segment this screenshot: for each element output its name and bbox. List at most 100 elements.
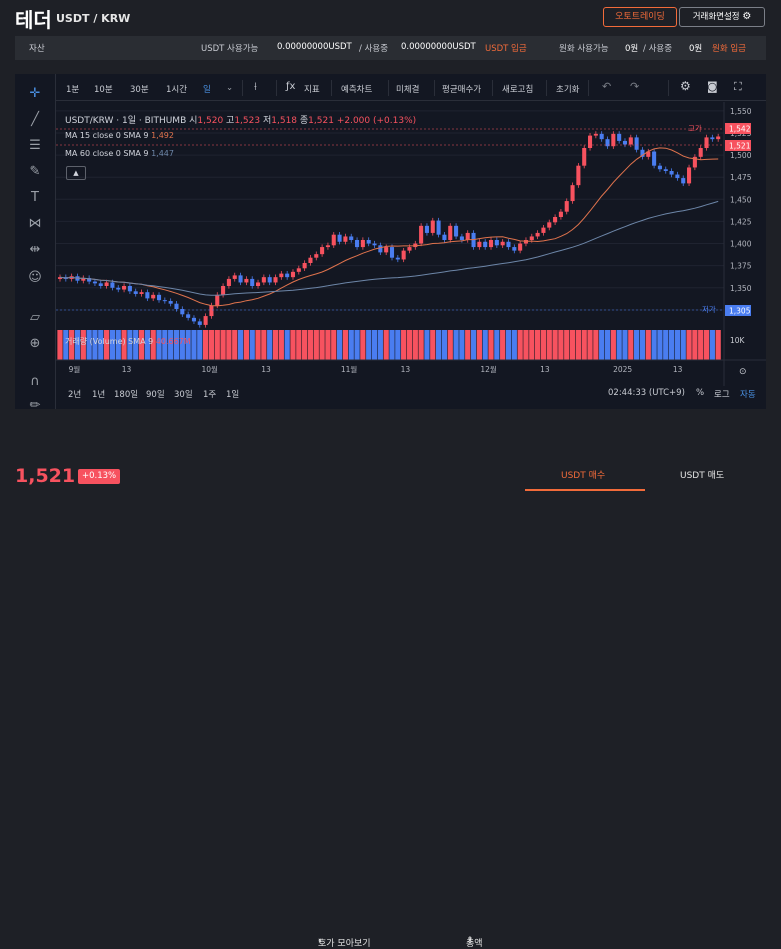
log-toggle[interactable]: 로그 bbox=[714, 390, 730, 400]
candle bbox=[81, 278, 86, 281]
drawing-toolbar: ✛ ╱ ☰ ✎ T ⋈ ⇹ ☺ ▱ ⊕ ∩ ✏ bbox=[15, 74, 56, 413]
volume-bar bbox=[639, 330, 646, 360]
volume-bar bbox=[354, 330, 360, 360]
avg-buy-price-button[interactable]: 평균매수가 bbox=[442, 85, 482, 95]
fib-lines-icon[interactable]: ☰ bbox=[29, 138, 41, 153]
lock-draw-icon[interactable]: ✏ bbox=[29, 398, 41, 413]
settings-label: 거래화면설정 bbox=[692, 12, 740, 22]
range-1w[interactable]: 1주 bbox=[203, 390, 217, 400]
candle bbox=[704, 137, 709, 148]
buy-tab-underline bbox=[525, 462, 645, 491]
brush-icon[interactable]: ✎ bbox=[29, 164, 41, 179]
high-legend-label: 고 bbox=[226, 116, 235, 126]
buy-tab-label[interactable]: USDT 매수 bbox=[561, 471, 606, 481]
candle bbox=[139, 292, 144, 294]
x-tick: 13 bbox=[122, 365, 132, 374]
percent-toggle[interactable]: % bbox=[696, 388, 705, 398]
range-30d[interactable]: 30일 bbox=[174, 390, 193, 400]
camera-icon[interactable]: ◙ bbox=[707, 80, 718, 93]
indicator-button[interactable]: 지표 bbox=[304, 85, 320, 95]
volume-bar bbox=[261, 330, 267, 360]
range-2y[interactable]: 2년 bbox=[68, 390, 82, 400]
open-label: 시 bbox=[189, 116, 198, 126]
interval-10m[interactable]: 10분 bbox=[94, 85, 113, 95]
volume-bar bbox=[523, 330, 529, 360]
candle bbox=[611, 133, 616, 147]
volume-bar bbox=[511, 330, 517, 360]
volume-bar bbox=[389, 330, 395, 360]
x-tick: 11월 bbox=[341, 364, 358, 374]
range-1y[interactable]: 1년 bbox=[92, 390, 106, 400]
interval-30m[interactable]: 30분 bbox=[130, 85, 149, 95]
range-90d[interactable]: 90일 bbox=[146, 390, 165, 400]
chart-settings-icon[interactable]: ⚙ bbox=[680, 79, 691, 93]
close-legend-label: 종 bbox=[299, 116, 309, 126]
volume-bar bbox=[645, 330, 651, 360]
collapse-legend-button[interactable]: ▲ bbox=[66, 166, 86, 180]
volume-bar bbox=[406, 330, 413, 360]
screen-settings-button[interactable]: 거래화면설정 ⚙ bbox=[679, 7, 765, 27]
krw-deposit-link[interactable]: 원화 입금 bbox=[712, 44, 746, 54]
refresh-button[interactable]: 새로고침 bbox=[502, 85, 534, 95]
volume-bar bbox=[604, 330, 611, 360]
volume-bar bbox=[599, 330, 605, 360]
candle bbox=[506, 241, 511, 248]
magnet-icon[interactable]: ∩ bbox=[30, 374, 40, 389]
ma15-value: 1,492 bbox=[151, 131, 174, 140]
candle bbox=[640, 149, 645, 157]
candle bbox=[122, 286, 127, 290]
volume-bar bbox=[569, 330, 576, 360]
interval-1m[interactable]: 1분 bbox=[66, 85, 80, 95]
candle bbox=[500, 241, 505, 246]
undo-icon[interactable]: ↶ bbox=[602, 80, 612, 93]
chevron-down-icon[interactable]: ⌄ bbox=[226, 83, 234, 93]
volume-bar bbox=[703, 330, 710, 360]
measure-lines-icon[interactable]: ⇹ bbox=[29, 242, 41, 257]
volume-bar bbox=[302, 330, 308, 360]
high-price-tag bbox=[725, 123, 751, 134]
candle bbox=[337, 234, 342, 242]
candle bbox=[232, 275, 237, 279]
auto-toggle[interactable]: 자동 bbox=[740, 390, 756, 400]
volume-bar bbox=[121, 330, 127, 360]
candle bbox=[87, 278, 92, 282]
candle bbox=[599, 133, 604, 140]
range-180d[interactable]: 180일 bbox=[114, 390, 139, 400]
redo-icon[interactable]: ↷ bbox=[630, 80, 640, 93]
volume-bar bbox=[267, 330, 273, 360]
pattern-icon[interactable]: ⋈ bbox=[28, 216, 42, 231]
sell-tab-label[interactable]: USDT 매도 bbox=[680, 471, 725, 481]
interval-day[interactable]: 일 bbox=[203, 85, 211, 95]
sort-icon: ⇕ bbox=[466, 936, 474, 946]
ma15-label: MA 15 close 0 SMA 9 bbox=[65, 131, 149, 140]
volume-bar bbox=[435, 330, 442, 360]
volume-bar bbox=[191, 330, 197, 360]
range-1d[interactable]: 1일 bbox=[226, 390, 240, 400]
auto-trading-button[interactable]: 오토트레이딩 bbox=[603, 7, 677, 27]
candle-style-icon[interactable]: ⟊ bbox=[254, 80, 257, 93]
change-badge: +0.13% bbox=[78, 469, 121, 484]
zoom-icon[interactable]: ⊕ bbox=[29, 336, 41, 351]
crosshair-icon[interactable]: ✛ bbox=[29, 86, 41, 101]
candle bbox=[98, 283, 103, 286]
volume-bar bbox=[109, 330, 116, 360]
volume-bar bbox=[197, 330, 203, 360]
forecast-chart-button[interactable]: 예측차트 bbox=[341, 85, 373, 95]
fullscreen-icon[interactable]: ⛶ bbox=[734, 80, 742, 93]
pending-orders-button[interactable]: 미체결 bbox=[396, 85, 420, 95]
price-chart[interactable]: 1,5501,5251,5001,4751,4501,4251,4001,375… bbox=[56, 102, 766, 386]
volume-bar bbox=[342, 330, 349, 360]
volume-bar bbox=[476, 330, 482, 360]
interval-1h[interactable]: 1시간 bbox=[166, 85, 188, 95]
reset-button[interactable]: 초기화 bbox=[556, 85, 580, 95]
candle bbox=[430, 220, 435, 233]
candle bbox=[657, 165, 662, 170]
usdt-deposit-link[interactable]: USDT 입금 bbox=[485, 44, 527, 54]
emoji-icon[interactable]: ☺ bbox=[28, 270, 42, 285]
candle bbox=[407, 247, 412, 251]
trendline-icon[interactable]: ╱ bbox=[31, 112, 39, 127]
scale-settings-icon[interactable]: ⊙ bbox=[739, 367, 747, 377]
text-tool-icon[interactable]: T bbox=[31, 190, 39, 205]
ruler-icon[interactable]: ▱ bbox=[30, 310, 40, 325]
volume-bar bbox=[103, 330, 110, 360]
